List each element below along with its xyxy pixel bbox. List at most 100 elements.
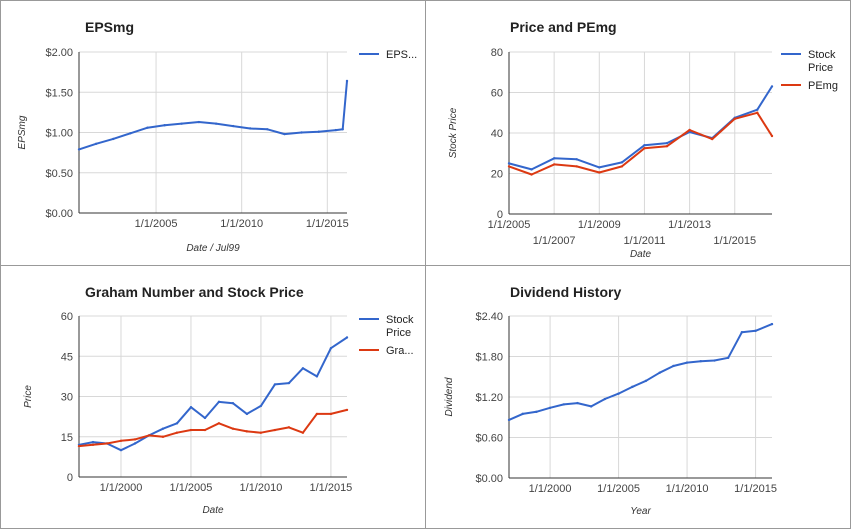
legend-label: PEmg bbox=[808, 80, 838, 92]
y-tick-label: $1.50 bbox=[45, 87, 73, 99]
x-tick-label: 1/1/2005 bbox=[135, 218, 178, 230]
data-point bbox=[203, 416, 207, 420]
series-line-eps bbox=[78, 80, 348, 151]
data-point bbox=[688, 128, 691, 132]
series-line-dividend bbox=[508, 323, 773, 421]
data-point bbox=[266, 128, 269, 131]
data-point bbox=[77, 444, 81, 448]
y-tick-label: 30 bbox=[61, 392, 73, 404]
data-point bbox=[631, 385, 634, 389]
y-axis-label: Dividend bbox=[444, 377, 455, 416]
data-point bbox=[620, 165, 624, 168]
y-tick-label: 60 bbox=[491, 88, 503, 100]
data-point bbox=[133, 442, 137, 445]
series-line-stock-price bbox=[508, 85, 773, 171]
data-point bbox=[273, 383, 277, 386]
series-line-gra bbox=[78, 408, 348, 448]
data-point bbox=[94, 142, 98, 145]
data-point bbox=[231, 402, 235, 405]
y-tick-label: $2.00 bbox=[45, 47, 73, 59]
y-tick-label: 45 bbox=[61, 351, 73, 363]
x-tick-label: 1/1/2010 bbox=[220, 218, 263, 230]
data-point bbox=[770, 134, 774, 138]
data-point bbox=[713, 359, 716, 362]
y-tick-label: 20 bbox=[491, 169, 503, 181]
panel-divider-vertical bbox=[425, 0, 426, 529]
data-point bbox=[245, 430, 249, 433]
data-point bbox=[726, 356, 730, 360]
y-axis-label: Stock Price bbox=[448, 107, 459, 158]
data-point bbox=[598, 166, 601, 169]
data-point bbox=[231, 124, 235, 128]
data-point bbox=[317, 130, 320, 133]
data-point bbox=[643, 146, 646, 150]
x-tick-label: 1/1/2007 bbox=[533, 235, 576, 247]
data-point bbox=[105, 442, 109, 445]
data-point bbox=[214, 122, 218, 125]
panel-divider-horizontal bbox=[0, 265, 851, 266]
x-tick-label: 1/1/2013 bbox=[668, 219, 711, 231]
data-point bbox=[259, 404, 263, 408]
data-point bbox=[658, 371, 661, 374]
y-tick-label: 15 bbox=[61, 432, 73, 444]
y-tick-label: $0.50 bbox=[45, 168, 73, 180]
y-tick-label: $1.80 bbox=[475, 352, 503, 364]
data-point bbox=[249, 127, 252, 130]
x-tick-label: 1/1/2010 bbox=[666, 483, 709, 495]
data-point bbox=[575, 158, 578, 161]
data-point bbox=[259, 431, 263, 434]
data-point bbox=[345, 79, 349, 83]
series-line-stock-price bbox=[78, 336, 348, 452]
data-point bbox=[507, 162, 511, 165]
data-point bbox=[112, 137, 115, 141]
data-point bbox=[754, 329, 757, 333]
data-point bbox=[315, 375, 319, 378]
data-point bbox=[203, 428, 207, 432]
x-tick-label: 1/1/2015 bbox=[734, 483, 777, 495]
data-point bbox=[552, 157, 556, 160]
data-point bbox=[672, 364, 675, 368]
data-point bbox=[552, 163, 556, 166]
data-point bbox=[770, 85, 774, 88]
y-tick-label: $0.00 bbox=[45, 208, 73, 220]
data-point bbox=[643, 143, 646, 147]
data-point bbox=[315, 412, 319, 416]
data-point bbox=[287, 381, 291, 385]
data-point bbox=[507, 418, 511, 422]
data-point bbox=[345, 336, 349, 339]
chart-title: Dividend History bbox=[510, 284, 621, 300]
legend-label: Stock Price bbox=[386, 314, 414, 339]
legend-label: Gra... bbox=[386, 345, 414, 357]
y-tick-label: $2.40 bbox=[475, 311, 503, 323]
panel-border-left bbox=[0, 0, 1, 529]
y-tick-label: 0 bbox=[67, 472, 73, 484]
data-point bbox=[345, 408, 349, 412]
data-point bbox=[756, 108, 759, 111]
x-tick-label: 1/1/2015 bbox=[309, 482, 352, 494]
x-tick-label: 1/1/2015 bbox=[713, 235, 756, 247]
x-tick-label: 1/1/2010 bbox=[240, 482, 283, 494]
legend-label: Stock Price bbox=[808, 49, 836, 74]
data-point bbox=[175, 431, 179, 434]
data-point bbox=[300, 131, 303, 134]
data-point bbox=[119, 448, 123, 452]
data-point bbox=[617, 392, 620, 395]
data-point bbox=[770, 322, 774, 326]
data-point bbox=[620, 161, 624, 164]
data-point bbox=[161, 427, 165, 430]
data-point bbox=[91, 443, 95, 446]
data-point bbox=[175, 422, 179, 425]
data-point bbox=[530, 168, 533, 171]
data-point bbox=[161, 435, 165, 438]
data-point bbox=[329, 412, 333, 416]
data-point bbox=[273, 428, 277, 432]
x-tick-label: 1/1/2015 bbox=[306, 218, 349, 230]
y-tick-label: 40 bbox=[491, 128, 503, 140]
y-axis-label: Price bbox=[23, 385, 34, 408]
data-point bbox=[575, 165, 578, 168]
data-point bbox=[301, 367, 305, 370]
x-tick-label: 1/1/2005 bbox=[170, 482, 213, 494]
y-tick-label: $0.60 bbox=[475, 433, 503, 445]
data-point bbox=[710, 137, 714, 141]
data-point bbox=[733, 117, 736, 121]
